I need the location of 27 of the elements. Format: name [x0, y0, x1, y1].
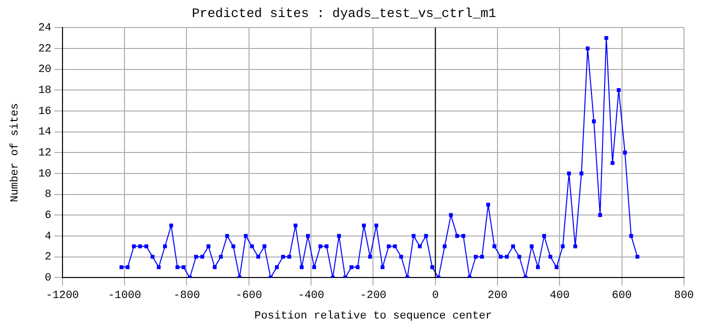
x-tick-label: -600	[236, 290, 262, 302]
x-tick-label: 0	[432, 290, 439, 302]
y-tick-label: 12	[38, 148, 52, 160]
x-tick-label: -1200	[46, 290, 79, 302]
x-tick-label: -800	[174, 290, 200, 302]
x-tick-label: 800	[674, 290, 694, 302]
y-tick-label: 24	[38, 22, 52, 35]
y-tick-label: 10	[38, 168, 52, 180]
y-axis-title: Number of sites	[10, 103, 22, 202]
y-tick-label: 8	[44, 189, 52, 202]
x-tick-label: -200	[360, 290, 386, 302]
x-tick-label: 600	[612, 290, 632, 302]
x-axis-title: Position relative to sequence center	[254, 310, 492, 322]
y-tick-label: 4	[44, 230, 52, 243]
y-tick-label: 0	[44, 272, 52, 285]
y-tick-label: 22	[38, 43, 52, 56]
y-tick-label: 20	[38, 64, 52, 76]
y-tick-label: 2	[44, 252, 52, 264]
chart-title: Predicted sites : dyads_test_vs_ctrl_m1	[192, 6, 496, 22]
y-tick-label: 6	[44, 210, 52, 222]
y-tick-label: 18	[38, 85, 52, 98]
y-tick-label: 16	[38, 106, 52, 118]
x-tick-label: -400	[298, 290, 324, 302]
y-tick-label: 14	[38, 126, 52, 139]
x-tick-label: -1000	[108, 290, 142, 302]
x-tick-label: 400	[550, 290, 570, 302]
x-tick-label: 200	[488, 290, 508, 302]
